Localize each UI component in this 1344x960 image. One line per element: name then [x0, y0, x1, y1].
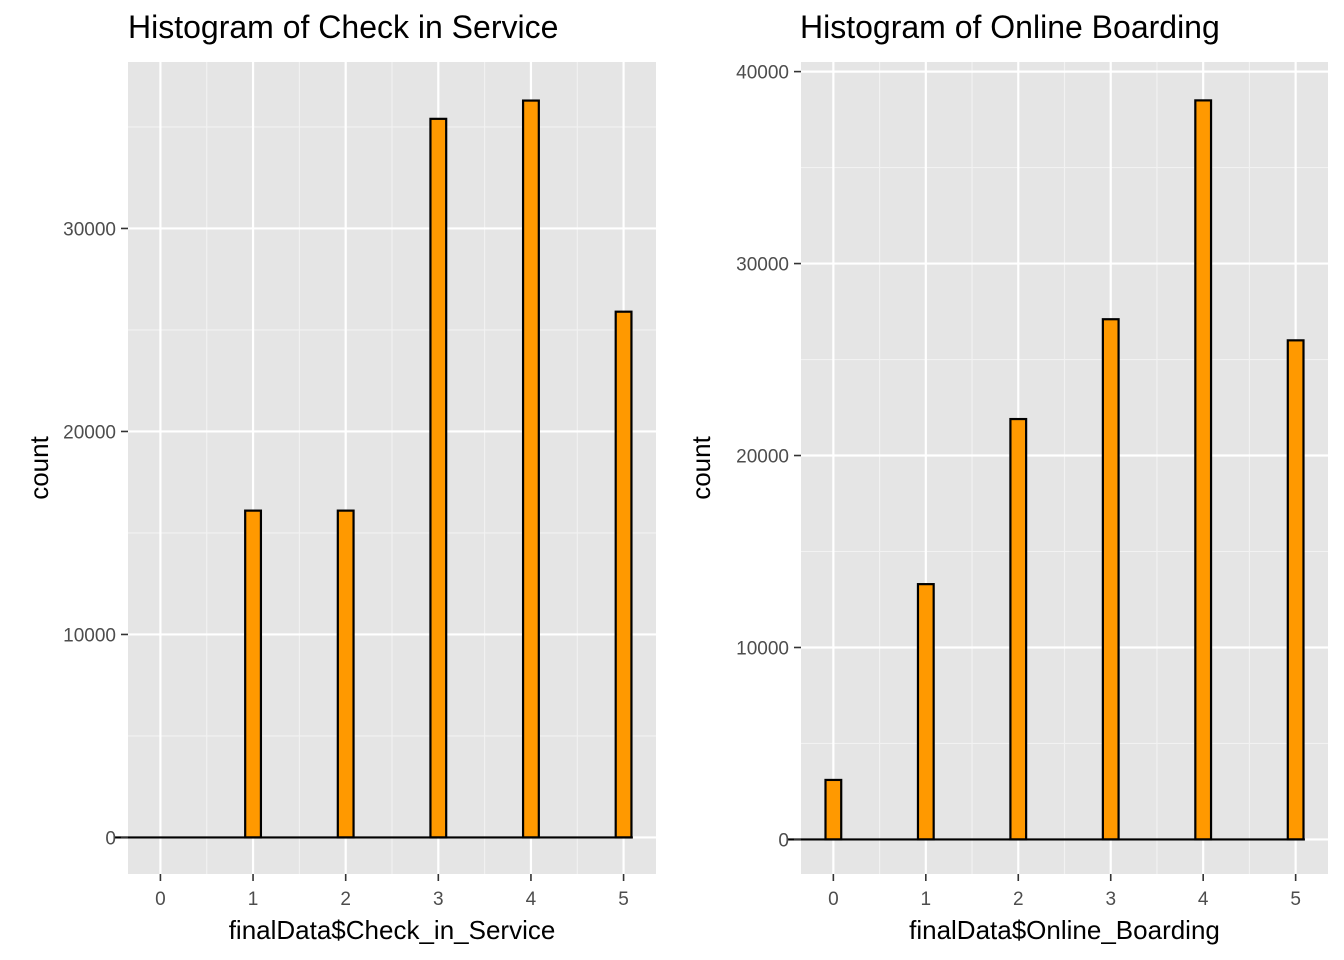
histogram-bar: [1101, 318, 1120, 841]
histogram-bar: [614, 310, 633, 839]
histogram-bar: [1286, 339, 1305, 841]
x-tick-label: 0: [155, 889, 166, 910]
x-tick-label: 5: [1290, 889, 1301, 910]
x-tick-label: 2: [340, 889, 351, 910]
histogram-bar: [1194, 99, 1213, 841]
x-axis-title: finalData$Check_in_Service: [229, 915, 556, 945]
x-tick-label: 1: [248, 889, 259, 910]
online-boarding-histogram: 0 10000 20000 30000 40000 0 1 2 3 4 5 Histogram of …: [686, 9, 1328, 945]
histogram-bar: [824, 778, 843, 841]
chart-title: Histogram of Check in Service: [128, 9, 558, 45]
x-tick-label: 4: [526, 889, 537, 910]
check-in-service-histogram: 0 10000 20000 30000 0 1 2 3 4 5 Histogram of Check…: [24, 9, 656, 945]
y-tick-label: 40000: [736, 63, 789, 84]
histogram-bar: [916, 583, 935, 841]
histogram-bar: [521, 99, 540, 839]
x-tick-label: 3: [1105, 889, 1116, 910]
y-tick-label: 0: [778, 830, 789, 851]
x-tick-label: 5: [618, 889, 629, 910]
histogram-bar: [244, 509, 263, 839]
y-tick-label: 30000: [736, 255, 789, 276]
x-tick-label: 1: [921, 889, 932, 910]
x-tick-label: 3: [433, 889, 444, 910]
x-axis-title: finalData$Online_Boarding: [909, 915, 1220, 945]
x-tick-label: 2: [1013, 889, 1024, 910]
histogram-bar: [1009, 417, 1028, 841]
x-tick-label: 0: [828, 889, 839, 910]
y-tick-label: 20000: [736, 447, 789, 468]
chart-title: Histogram of Online Boarding: [800, 9, 1220, 45]
histogram-bar: [429, 117, 448, 839]
y-tick-label: 10000: [63, 625, 116, 646]
x-tick-label: 4: [1198, 889, 1209, 910]
y-tick-label: 20000: [63, 422, 116, 443]
y-axis-title: count: [686, 435, 716, 499]
y-tick-label: 30000: [63, 219, 116, 240]
histogram-bar: [336, 509, 355, 839]
y-tick-label: 0: [105, 828, 116, 849]
y-tick-label: 10000: [736, 638, 789, 659]
y-axis-title: count: [24, 435, 54, 499]
